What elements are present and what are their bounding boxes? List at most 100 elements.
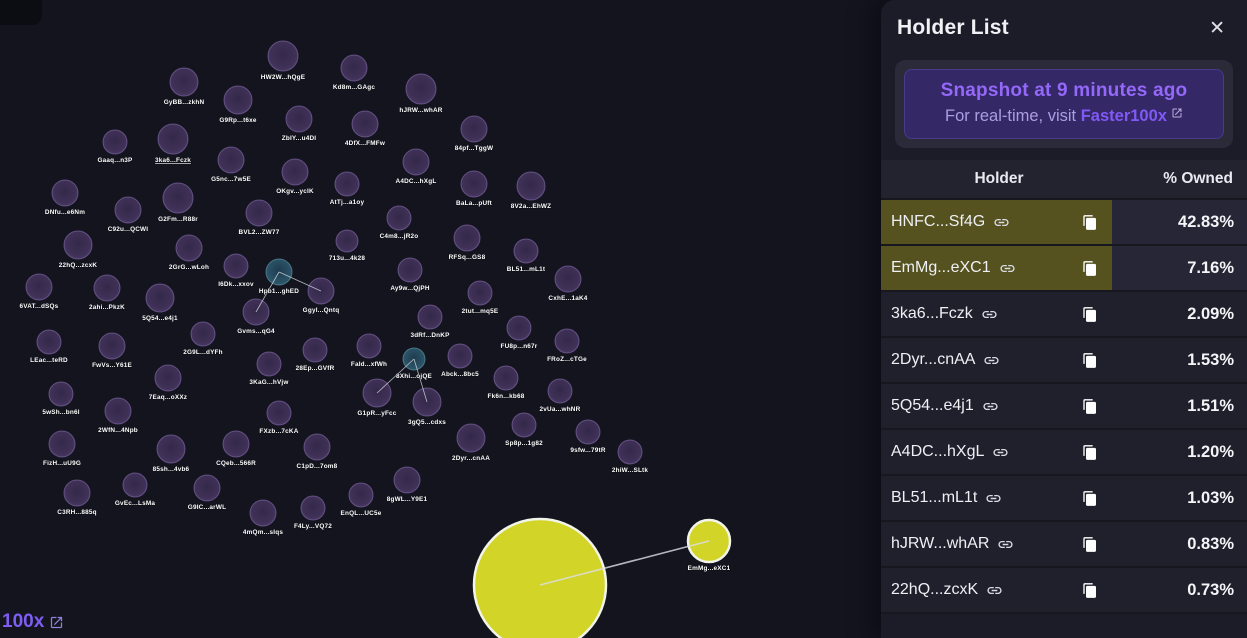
holder-bubble[interactable] (575, 419, 601, 445)
link-icon[interactable] (997, 536, 1014, 553)
link-icon[interactable] (986, 582, 1003, 599)
holder-address-cell[interactable]: 3ka6...Fczk (881, 292, 1112, 336)
holder-bubble[interactable] (256, 351, 282, 377)
holder-bubble[interactable] (267, 40, 299, 72)
holder-bubble[interactable] (405, 73, 437, 105)
holder-bubble[interactable] (285, 105, 313, 133)
copy-address-button[interactable] (1082, 260, 1098, 277)
holder-bubble[interactable] (417, 304, 443, 330)
holder-bubble[interactable] (300, 495, 326, 521)
link-icon[interactable] (993, 214, 1010, 231)
holder-bubble[interactable] (617, 439, 643, 465)
holder-bubble[interactable] (114, 196, 142, 224)
copy-address-button[interactable] (1082, 582, 1098, 599)
holder-bubble[interactable] (48, 381, 74, 407)
holder-address-cell[interactable]: hJRW...whAR (881, 522, 1112, 566)
holder-bubble[interactable] (157, 123, 189, 155)
holder-bubble[interactable] (104, 397, 132, 425)
copy-address-button[interactable] (1082, 536, 1098, 553)
holder-bubble[interactable] (460, 170, 488, 198)
table-row: 3ka6...Fczk 2.09% (881, 292, 1247, 338)
holder-bubble[interactable] (63, 479, 91, 507)
faster100x-link[interactable]: Faster100x (1080, 107, 1167, 125)
holder-bubble[interactable] (98, 332, 126, 360)
copy-address-button[interactable] (1082, 490, 1098, 507)
holder-bubble[interactable] (472, 517, 608, 638)
link-icon[interactable] (992, 444, 1009, 461)
copy-address-button[interactable] (1082, 306, 1098, 323)
holder-address-cell[interactable]: 22hQ...zcxK (881, 568, 1112, 612)
link-icon[interactable] (985, 490, 1002, 507)
holder-bubble[interactable] (453, 224, 481, 252)
holder-bubble[interactable] (122, 472, 148, 498)
holder-bubble[interactable] (334, 171, 360, 197)
holder-bubble[interactable] (36, 329, 62, 355)
holder-bubble[interactable] (281, 158, 309, 186)
holder-bubble[interactable] (348, 482, 374, 508)
holder-bubble[interactable] (193, 474, 221, 502)
bubble-link-line (278, 271, 322, 292)
holder-bubble[interactable] (513, 238, 539, 264)
holder-bubble[interactable] (456, 423, 486, 453)
holder-bubble[interactable] (25, 273, 53, 301)
link-icon[interactable] (982, 398, 999, 415)
holder-bubble[interactable] (303, 433, 331, 461)
holder-bubble[interactable] (245, 199, 273, 227)
holder-bubble[interactable] (467, 280, 493, 306)
holder-bubble[interactable] (554, 265, 582, 293)
holder-bubble[interactable] (156, 434, 186, 464)
holder-bubble[interactable] (190, 321, 216, 347)
holder-bubble[interactable] (169, 67, 199, 97)
holder-bubble[interactable] (222, 430, 250, 458)
holder-bubble[interactable] (386, 205, 412, 231)
copy-address-button[interactable] (1082, 214, 1098, 231)
link-icon[interactable] (999, 260, 1016, 277)
holder-address-cell[interactable]: EmMg...eXC1 (881, 246, 1112, 290)
link-icon[interactable] (983, 352, 1000, 369)
holder-bubble[interactable] (48, 430, 76, 458)
holder-bubble[interactable] (393, 466, 421, 494)
holder-bubble[interactable] (51, 179, 79, 207)
holder-address-cell[interactable]: A4DC...hXgL (881, 430, 1112, 474)
holder-bubble[interactable] (175, 234, 203, 262)
holder-bubble[interactable] (516, 171, 546, 201)
bubble-link-line (255, 271, 280, 313)
holder-bubble[interactable] (242, 298, 270, 326)
holder-bubble[interactable] (223, 253, 249, 279)
holder-bubble[interactable] (162, 182, 194, 214)
holder-bubble[interactable] (249, 499, 277, 527)
holder-address-cell[interactable]: 5Q54...e4j1 (881, 384, 1112, 428)
holder-address-cell[interactable]: BL51...mL1t (881, 476, 1112, 520)
holder-bubble[interactable] (460, 115, 488, 143)
holder-bubble[interactable] (447, 343, 473, 369)
copy-address-button[interactable] (1082, 444, 1098, 461)
holder-bubble[interactable] (554, 328, 580, 354)
holder-bubble[interactable] (340, 54, 368, 82)
holder-bubble[interactable] (397, 257, 423, 283)
copy-address-button[interactable] (1082, 352, 1098, 369)
holder-bubble[interactable] (266, 400, 292, 426)
holder-address-cell[interactable]: HNFC...Sf4G (881, 200, 1112, 244)
close-button[interactable]: ✕ (1205, 17, 1229, 40)
holder-address-cell[interactable]: 2Dyr...cnAA (881, 338, 1112, 382)
holder-bubble[interactable] (402, 148, 430, 176)
link-icon[interactable] (981, 306, 998, 323)
watermark-link[interactable]: 100x (2, 611, 64, 633)
holder-bubble[interactable] (223, 85, 253, 115)
holder-bubble[interactable] (351, 110, 379, 138)
holder-bubble[interactable] (302, 337, 328, 363)
holder-bubble[interactable] (154, 364, 182, 392)
holder-bubble[interactable] (217, 146, 245, 174)
holder-bubble[interactable] (102, 129, 128, 155)
holder-bubble[interactable] (506, 315, 532, 341)
bubble-label: 713u...4k28 (329, 255, 366, 262)
holder-bubble[interactable] (547, 378, 573, 404)
holder-bubble[interactable] (356, 333, 382, 359)
holder-bubble[interactable] (335, 229, 359, 253)
holder-bubble[interactable] (511, 412, 537, 438)
holder-bubble[interactable] (145, 283, 175, 313)
holder-bubble[interactable] (63, 230, 93, 260)
holder-bubble[interactable] (493, 365, 519, 391)
copy-address-button[interactable] (1082, 398, 1098, 415)
holder-bubble[interactable] (93, 274, 121, 302)
